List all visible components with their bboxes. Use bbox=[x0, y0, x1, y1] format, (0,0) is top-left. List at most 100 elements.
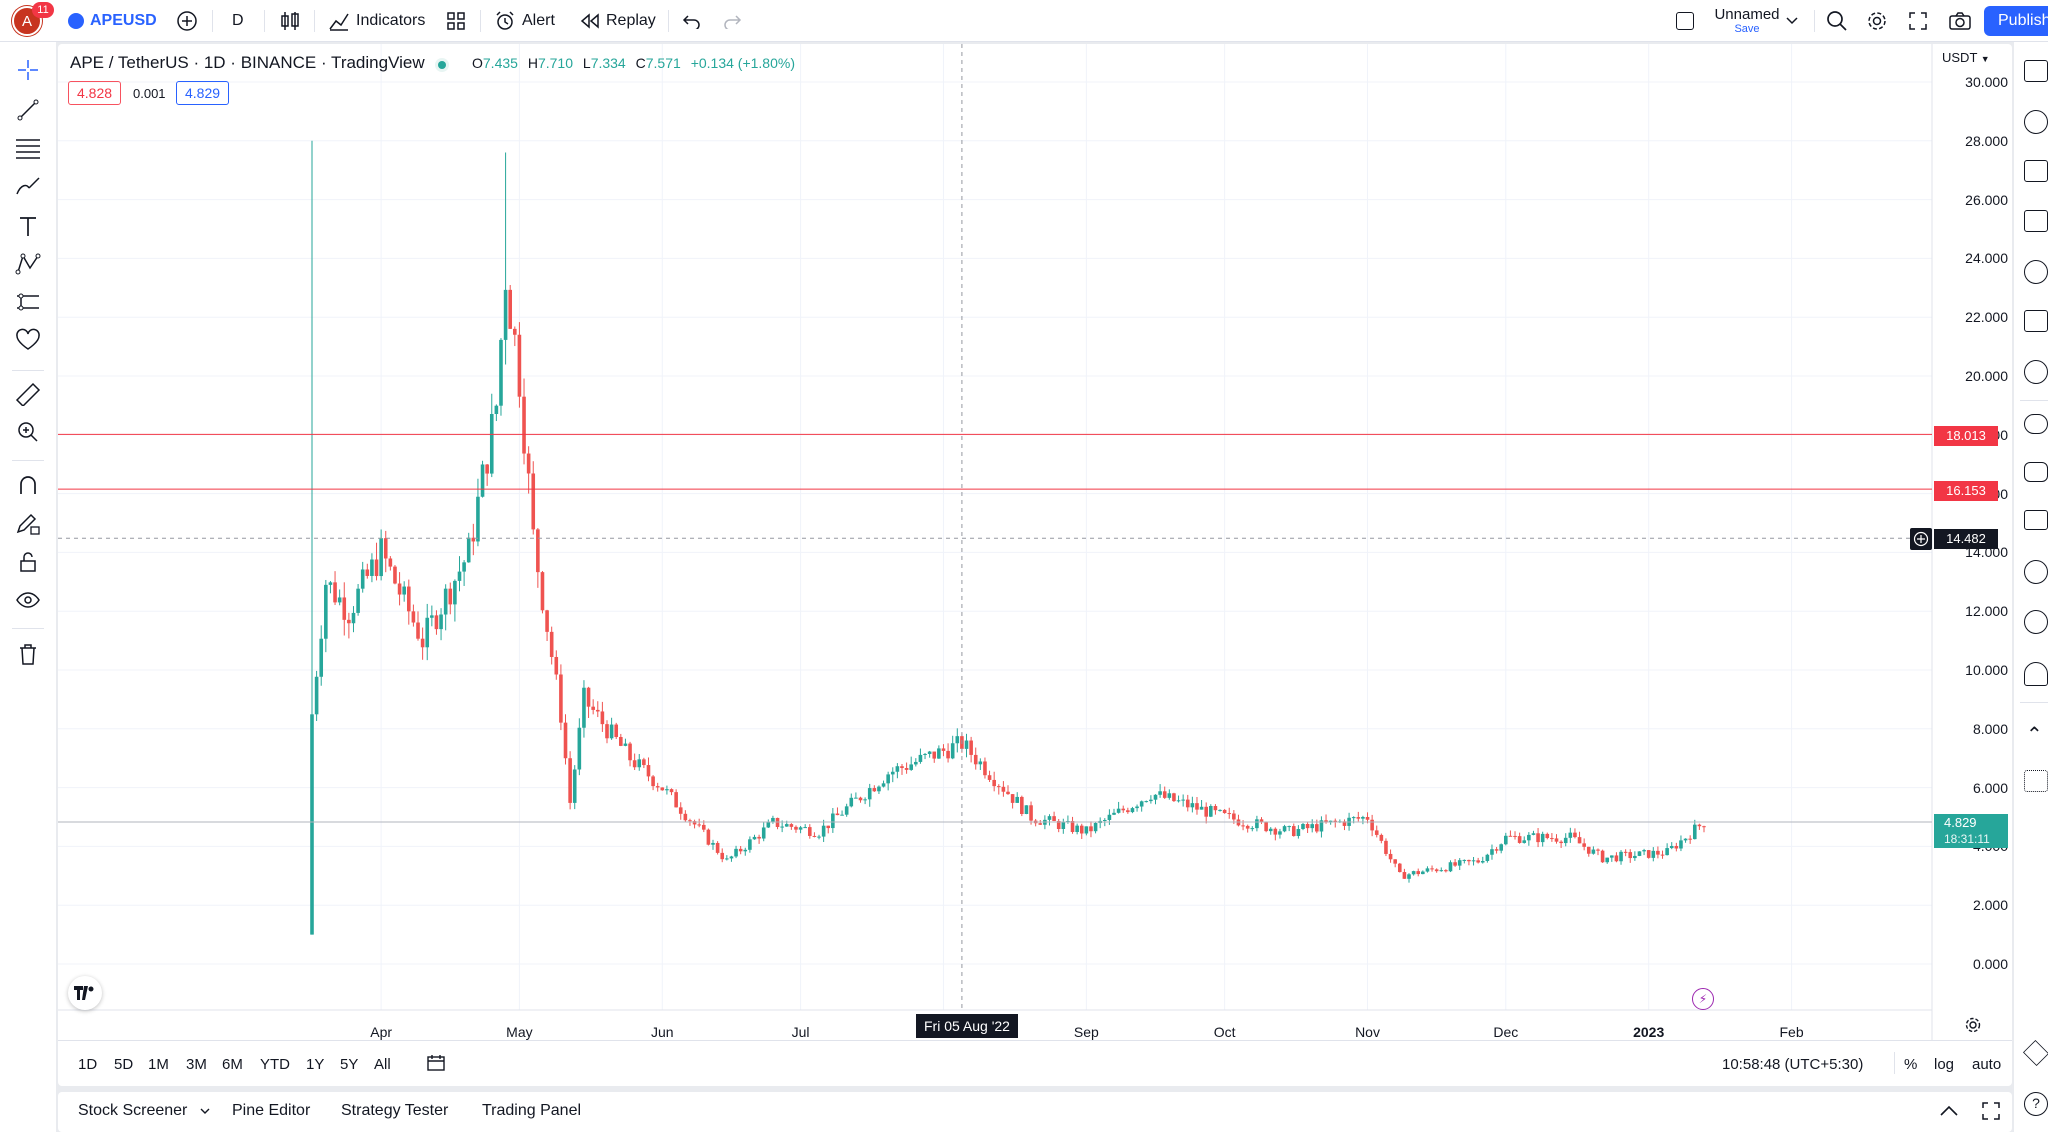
chart-legend-title[interactable]: APE / TetherUS · 1D · BINANCE · TradingV… bbox=[70, 53, 425, 72]
chat-icon[interactable] bbox=[2024, 462, 2048, 482]
currency-selector[interactable]: USDT ▼ bbox=[1942, 50, 1990, 65]
redo-button[interactable] bbox=[722, 0, 742, 42]
candle-body bbox=[1084, 826, 1089, 834]
range-button-1d[interactable]: 1D bbox=[78, 1056, 98, 1073]
auto-scale-toggle[interactable]: auto bbox=[1972, 1056, 2002, 1073]
candle-body bbox=[1402, 872, 1407, 879]
watchlist-icon[interactable] bbox=[2024, 60, 2048, 82]
candle-body bbox=[1185, 799, 1190, 808]
alert-button[interactable]: Alert bbox=[494, 0, 555, 42]
range-button-5d[interactable]: 5D bbox=[114, 1056, 134, 1073]
alert-price-tag[interactable]: 18.013 bbox=[1934, 426, 1998, 446]
price-tick-label: 12.000 bbox=[1965, 603, 2008, 620]
interval-button[interactable]: D bbox=[232, 12, 244, 29]
layers-icon[interactable] bbox=[2022, 1039, 2048, 1067]
measure-tool[interactable] bbox=[10, 378, 46, 410]
candle-body bbox=[941, 748, 946, 751]
lightning-button[interactable]: ⚡ bbox=[1692, 988, 1714, 1010]
candle-body bbox=[342, 597, 347, 620]
crosshair-tool[interactable] bbox=[10, 54, 46, 86]
hide-drawings-tool[interactable] bbox=[10, 584, 46, 616]
news-icon[interactable] bbox=[2024, 160, 2048, 182]
range-button-3m[interactable]: 3M bbox=[186, 1056, 207, 1073]
undo-button[interactable] bbox=[682, 0, 702, 42]
add-alert-button[interactable] bbox=[1910, 528, 1932, 550]
snapshot-button[interactable] bbox=[1948, 0, 1972, 42]
templates-button[interactable] bbox=[446, 0, 466, 42]
text-tool[interactable] bbox=[10, 210, 46, 242]
candle-body bbox=[1679, 840, 1683, 849]
symbol-search-button[interactable]: APEUSD bbox=[68, 0, 157, 42]
price-chart[interactable] bbox=[58, 44, 2012, 1086]
range-button-6m[interactable]: 6M bbox=[222, 1056, 243, 1073]
stay-drawing-tool[interactable] bbox=[10, 508, 46, 540]
fullscreen-button[interactable] bbox=[1908, 0, 1928, 42]
magnet-tool[interactable] bbox=[10, 470, 46, 502]
compare-symbol-button[interactable] bbox=[176, 0, 198, 42]
percent-scale-toggle[interactable]: % bbox=[1904, 1056, 1918, 1073]
tradingview-logo-button[interactable] bbox=[68, 976, 102, 1010]
chart-type-button[interactable] bbox=[280, 0, 300, 42]
range-button-1y[interactable]: 1Y bbox=[306, 1056, 325, 1073]
search-button[interactable] bbox=[1826, 0, 1848, 42]
range-button-1m[interactable]: 1M bbox=[148, 1056, 169, 1073]
brush-tool[interactable] bbox=[10, 170, 46, 202]
range-button-ytd[interactable]: YTD bbox=[260, 1056, 290, 1073]
layout-checkbox[interactable] bbox=[1676, 0, 1694, 42]
hotlist-icon[interactable] bbox=[2024, 260, 2048, 284]
layout-name-button[interactable]: Unnamed Save bbox=[1712, 6, 1782, 36]
market-status-dot[interactable] bbox=[435, 58, 449, 72]
maximize-panel-button[interactable] bbox=[1982, 1102, 2000, 1125]
cloud-icon[interactable] bbox=[2024, 414, 2048, 434]
clock-display[interactable]: 10:58:48 (UTC+5:30) bbox=[1722, 1056, 1864, 1073]
tab-pine-editor[interactable]: Pine Editor bbox=[232, 1102, 311, 1119]
ideas-icon[interactable] bbox=[2024, 360, 2048, 384]
comments-icon[interactable] bbox=[2024, 510, 2048, 530]
tab-stock-screener[interactable]: Stock Screener bbox=[78, 1102, 210, 1120]
list-icon[interactable] bbox=[2024, 210, 2048, 232]
candle-body bbox=[1282, 826, 1287, 832]
help-icon[interactable]: ? bbox=[2024, 1092, 2048, 1116]
alerts-clock-icon[interactable] bbox=[2024, 110, 2048, 134]
chart-pane[interactable]: APE / TetherUS · 1D · BINANCE · TradingV… bbox=[58, 44, 2012, 1086]
icons-tool[interactable] bbox=[10, 324, 46, 356]
lock-drawings-tool[interactable] bbox=[10, 546, 46, 578]
candle-body bbox=[1278, 831, 1282, 835]
calendar-icon[interactable] bbox=[2024, 310, 2048, 332]
forecast-tool[interactable] bbox=[10, 286, 46, 318]
candle-body bbox=[1121, 808, 1126, 811]
tab-strategy-tester[interactable]: Strategy Tester bbox=[341, 1102, 449, 1119]
candle-body bbox=[1190, 803, 1195, 808]
candle-body bbox=[1637, 851, 1642, 856]
zoom-tool[interactable] bbox=[10, 416, 46, 448]
log-scale-toggle[interactable]: log bbox=[1934, 1056, 1955, 1073]
play-icon[interactable] bbox=[2024, 610, 2048, 634]
axis-settings-button[interactable] bbox=[1964, 1016, 1982, 1039]
trend-line-tool[interactable] bbox=[10, 94, 46, 126]
alert-price-tag[interactable]: 16.153 bbox=[1934, 481, 1998, 501]
layout-dropdown[interactable] bbox=[1786, 0, 1798, 42]
candle-body bbox=[476, 496, 480, 542]
candle-body bbox=[766, 822, 771, 828]
date-range-button[interactable] bbox=[426, 1054, 446, 1077]
nodes-icon[interactable] bbox=[2024, 770, 2048, 792]
remove-drawings-tool[interactable] bbox=[10, 638, 46, 670]
candle-body bbox=[1052, 816, 1056, 822]
chevron-up-icon[interactable]: ⌃ bbox=[2026, 724, 2043, 746]
range-button-5y[interactable]: 5Y bbox=[340, 1056, 359, 1073]
sell-price-button[interactable]: 4.828 bbox=[68, 81, 122, 105]
tab-trading-panel[interactable]: Trading Panel bbox=[482, 1102, 582, 1119]
candle-body bbox=[1527, 834, 1531, 841]
candle-body bbox=[1213, 805, 1218, 811]
streams-icon[interactable] bbox=[2024, 560, 2048, 584]
replay-button[interactable]: Replay bbox=[580, 0, 656, 42]
buy-price-button[interactable]: 4.829 bbox=[176, 81, 230, 105]
notifications-icon[interactable] bbox=[2024, 662, 2048, 686]
fib-tool[interactable] bbox=[10, 132, 46, 164]
collapse-panel-button[interactable] bbox=[1940, 1104, 1958, 1122]
pattern-tool[interactable] bbox=[10, 248, 46, 280]
settings-button[interactable] bbox=[1866, 0, 1888, 42]
publish-button[interactable]: Publish bbox=[1984, 6, 2048, 36]
indicators-button[interactable]: Indicators bbox=[328, 0, 425, 42]
range-button-all[interactable]: All bbox=[374, 1056, 391, 1073]
